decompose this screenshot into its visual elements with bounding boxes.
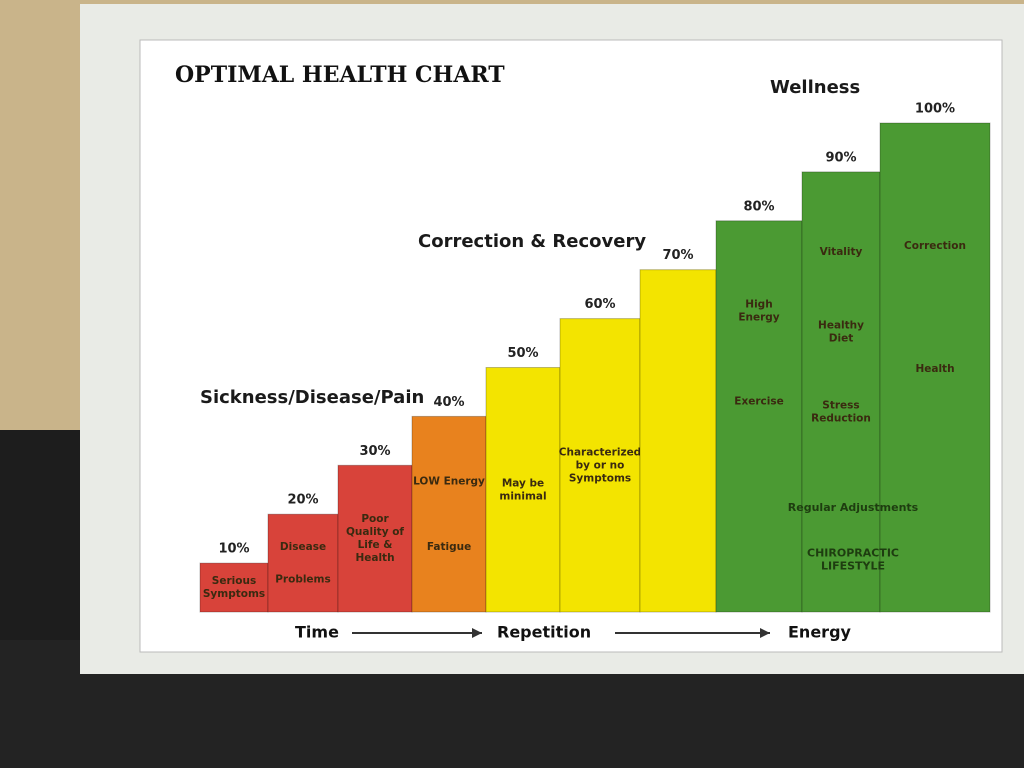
- value-label: 30%: [359, 444, 390, 459]
- value-label: 80%: [743, 199, 774, 214]
- bar-note: Exercise: [734, 396, 783, 408]
- bar: [411, 415, 487, 613]
- value-label: 60%: [584, 297, 615, 312]
- bar: [337, 464, 413, 613]
- bar-note: Healthy Diet: [818, 319, 864, 344]
- x-axis-label: Energy: [788, 623, 852, 642]
- value-label: 100%: [915, 102, 955, 117]
- bar-note: Problems: [275, 573, 331, 585]
- bar-note: Stress Reduction: [811, 399, 871, 424]
- bar-note: May be minimal: [499, 477, 546, 502]
- value-label: 70%: [662, 248, 693, 263]
- value-label: 90%: [825, 150, 856, 165]
- bar-note: Characterized by or no Symptoms: [559, 446, 641, 484]
- bar: [715, 220, 803, 613]
- stage-label: Sickness/Disease/Pain: [200, 387, 424, 408]
- green-note: Regular Adjustments: [788, 501, 919, 514]
- x-axis-label: Time: [295, 623, 339, 642]
- bar: [199, 562, 269, 613]
- bar-note: High Energy: [738, 299, 779, 324]
- chart-area: 10% Serious Symptoms 20% Disease Problems 30% P…: [199, 77, 991, 642]
- x-axis-label: Repetition: [497, 623, 591, 642]
- bar-note: Fatigue: [427, 541, 471, 553]
- value-label: 50%: [507, 346, 538, 361]
- bar: [559, 318, 641, 613]
- arrow-head: [472, 628, 482, 638]
- value-label: 40%: [433, 395, 464, 410]
- bar-note: Health: [915, 363, 954, 375]
- bar: [639, 269, 717, 613]
- chart-title: OPTIMAL HEALTH CHART: [175, 62, 505, 88]
- green-note: CHIROPRACTIC LIFESTYLE: [807, 547, 899, 573]
- bar: [267, 513, 339, 613]
- bar: [801, 171, 881, 613]
- bar-note: Poor Quality of Life & Health: [346, 513, 404, 564]
- arrow-head: [760, 628, 770, 638]
- value-label: 10%: [218, 542, 249, 557]
- stage-label: Wellness: [770, 77, 860, 98]
- stage-label: Correction & Recovery: [418, 231, 646, 252]
- bar-note: Disease: [280, 541, 326, 553]
- bar-note: Vitality: [820, 246, 863, 258]
- bar-note: LOW Energy: [413, 476, 485, 488]
- bar-note: Correction: [904, 240, 966, 252]
- value-label: 20%: [287, 493, 318, 508]
- bar-note: Serious Symptoms: [203, 575, 265, 600]
- bar: [485, 367, 561, 613]
- bar: [879, 122, 991, 613]
